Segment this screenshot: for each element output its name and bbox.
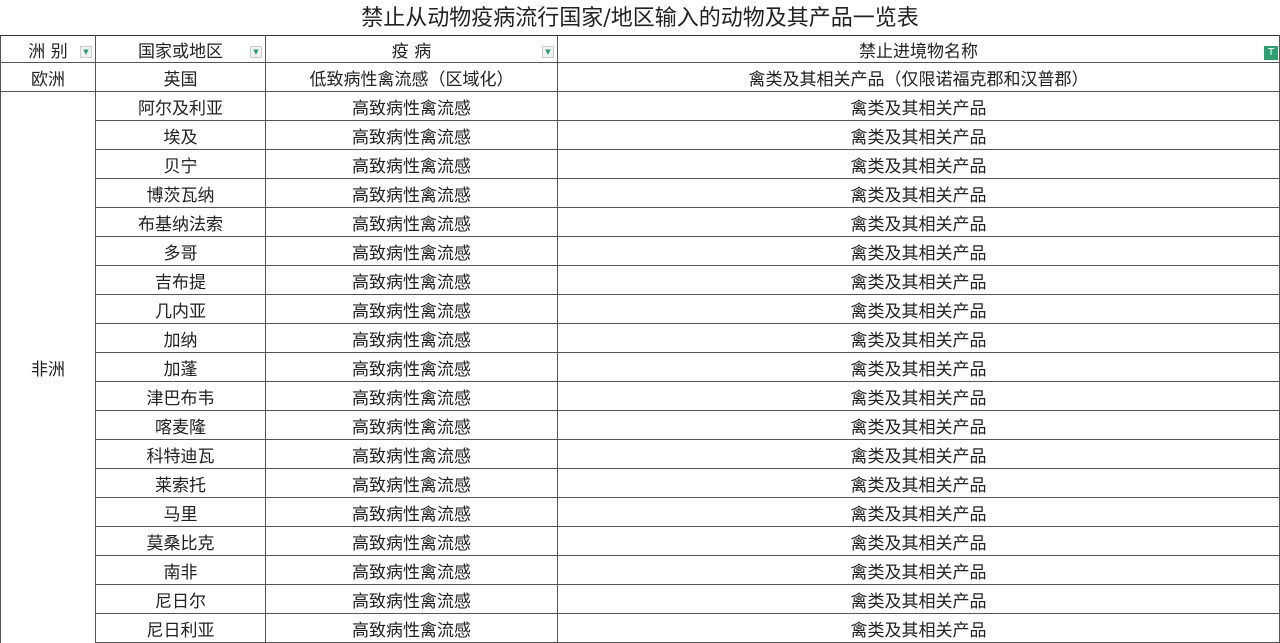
table-row: 南非 高致病性禽流感 禽类及其相关产品: [1, 555, 1280, 585]
products-cell[interactable]: 禽类及其相关产品: [557, 149, 1280, 179]
header-products: 禁止进境物名称 T: [557, 35, 1280, 63]
country-cell[interactable]: 埃及: [95, 120, 266, 150]
table-row: 博茨瓦纳 高致病性禽流感 禽类及其相关产品: [1, 178, 1280, 208]
disease-cell[interactable]: 高致病性禽流感: [265, 265, 558, 295]
table-row: 贝宁 高致病性禽流感 禽类及其相关产品: [1, 149, 1280, 179]
products-cell[interactable]: 禽类及其相关产品: [557, 613, 1280, 643]
sheet-title: 禁止从动物疫病流行国家/地区输入的动物及其产品一览表: [361, 6, 919, 31]
header-country: 国家或地区 ▼: [95, 35, 266, 63]
products-cell[interactable]: 禽类及其相关产品: [557, 265, 1280, 295]
products-cell[interactable]: 禽类及其相关产品: [557, 439, 1280, 469]
products-cell[interactable]: 禽类及其相关产品: [557, 91, 1280, 121]
products-cell[interactable]: 禽类及其相关产品: [557, 236, 1280, 266]
disease-cell[interactable]: 高致病性禽流感: [265, 294, 558, 324]
disease-cell[interactable]: 高致病性禽流感: [265, 323, 558, 353]
header-continent: 洲 别 ▼: [0, 35, 96, 63]
dropdown-arrow-icon[interactable]: ▼: [250, 46, 262, 58]
country-cell[interactable]: 尼日尔: [95, 584, 266, 614]
country-cell[interactable]: 马里: [95, 497, 266, 527]
products-cell[interactable]: 禽类及其相关产品: [557, 352, 1280, 382]
country-cell[interactable]: 几内亚: [95, 294, 266, 324]
country-cell[interactable]: 布基纳法索: [95, 207, 266, 237]
country-cell[interactable]: 吉布提: [95, 265, 266, 295]
country-cell[interactable]: 加蓬: [95, 352, 266, 382]
disease-cell[interactable]: 高致病性禽流感: [265, 555, 558, 585]
country-cell[interactable]: 莱索托: [95, 468, 266, 498]
products-cell[interactable]: 禽类及其相关产品: [557, 410, 1280, 440]
products-cell[interactable]: 禽类及其相关产品: [557, 526, 1280, 556]
table-row: 马里 高致病性禽流感 禽类及其相关产品: [1, 497, 1280, 527]
filter-active-icon[interactable]: T: [1264, 46, 1278, 60]
banned-imports-table: 洲 别 ▼ 国家或地区 ▼ 疫 病 ▼ 禁止进境物名称 T 欧洲 英国 低致病性禽流感（…: [0, 35, 1280, 643]
dropdown-arrow-icon[interactable]: ▼: [542, 46, 554, 58]
disease-cell[interactable]: 高致病性禽流感: [265, 439, 558, 469]
table-row: 津巴布韦 高致病性禽流感 禽类及其相关产品: [1, 381, 1280, 411]
country-cell[interactable]: 加纳: [95, 323, 266, 353]
country-cell[interactable]: 博茨瓦纳: [95, 178, 266, 208]
products-cell[interactable]: 禽类及其相关产品: [557, 381, 1280, 411]
table-row: 几内亚 高致病性禽流感 禽类及其相关产品: [1, 294, 1280, 324]
disease-cell[interactable]: 高致病性禽流感: [265, 236, 558, 266]
table-row: 吉布提 高致病性禽流感 禽类及其相关产品: [1, 265, 1280, 295]
table-row: 莱索托 高致病性禽流感 禽类及其相关产品: [1, 468, 1280, 498]
table-row: 尼日利亚 高致病性禽流感 禽类及其相关产品: [1, 613, 1280, 643]
country-cell[interactable]: 尼日利亚: [95, 613, 266, 643]
table-row: 加纳 高致病性禽流感 禽类及其相关产品: [1, 323, 1280, 353]
disease-cell[interactable]: 高致病性禽流感: [265, 91, 558, 121]
products-cell[interactable]: 禽类及其相关产品: [557, 294, 1280, 324]
products-cell[interactable]: 禽类及其相关产品: [557, 497, 1280, 527]
products-cell[interactable]: 禽类及其相关产品: [557, 178, 1280, 208]
products-cell[interactable]: 禽类及其相关产品: [557, 555, 1280, 585]
table-row: 尼日尔 高致病性禽流感 禽类及其相关产品: [1, 584, 1280, 614]
disease-cell[interactable]: 高致病性禽流感: [265, 613, 558, 643]
header-disease: 疫 病 ▼: [265, 35, 558, 63]
disease-cell[interactable]: 高致病性禽流感: [265, 178, 558, 208]
disease-cell[interactable]: 高致病性禽流感: [265, 207, 558, 237]
products-cell[interactable]: 禽类及其相关产品: [557, 468, 1280, 498]
continent-cell[interactable]: 非洲: [0, 91, 96, 643]
products-cell[interactable]: 禽类及其相关产品: [557, 207, 1280, 237]
products-cell[interactable]: 禽类及其相关产品: [557, 323, 1280, 353]
disease-cell[interactable]: 低致病性禽流感（区域化）: [265, 62, 558, 92]
disease-cell[interactable]: 高致病性禽流感: [265, 149, 558, 179]
country-cell[interactable]: 科特迪瓦: [95, 439, 266, 469]
country-cell[interactable]: 南非: [95, 555, 266, 585]
disease-cell[interactable]: 高致病性禽流感: [265, 584, 558, 614]
country-cell[interactable]: 多哥: [95, 236, 266, 266]
products-cell[interactable]: 禽类及其相关产品: [557, 584, 1280, 614]
country-cell[interactable]: 阿尔及利亚: [95, 91, 266, 121]
table-row: 喀麦隆 高致病性禽流感 禽类及其相关产品: [1, 410, 1280, 440]
disease-cell[interactable]: 高致病性禽流感: [265, 120, 558, 150]
continent-cell[interactable]: 欧洲: [0, 62, 96, 92]
disease-cell[interactable]: 高致病性禽流感: [265, 352, 558, 382]
disease-cell[interactable]: 高致病性禽流感: [265, 410, 558, 440]
disease-cell[interactable]: 高致病性禽流感: [265, 381, 558, 411]
country-cell[interactable]: 津巴布韦: [95, 381, 266, 411]
table-row: 欧洲 英国 低致病性禽流感（区域化） 禽类及其相关产品（仅限诺福克郡和汉普郡）: [0, 62, 1280, 92]
table-row: 科特迪瓦 高致病性禽流感 禽类及其相关产品: [1, 439, 1280, 469]
table-row: 莫桑比克 高致病性禽流感 禽类及其相关产品: [1, 526, 1280, 556]
disease-cell[interactable]: 高致病性禽流感: [265, 468, 558, 498]
table-row: 非洲 阿尔及利亚 高致病性禽流感 禽类及其相关产品: [0, 91, 1280, 643]
country-cell[interactable]: 喀麦隆: [95, 410, 266, 440]
table-row: 加蓬 高致病性禽流感 禽类及其相关产品: [1, 352, 1280, 382]
table-row: 埃及 高致病性禽流感 禽类及其相关产品: [1, 120, 1280, 150]
products-cell[interactable]: 禽类及其相关产品: [557, 120, 1280, 150]
country-cell[interactable]: 英国: [95, 62, 266, 92]
dropdown-arrow-icon[interactable]: ▼: [80, 46, 92, 58]
header-row: 洲 别 ▼ 国家或地区 ▼ 疫 病 ▼ 禁止进境物名称 T: [0, 35, 1280, 63]
country-cell[interactable]: 莫桑比克: [95, 526, 266, 556]
table-row: 多哥 高致病性禽流感 禽类及其相关产品: [1, 236, 1280, 266]
country-cell[interactable]: 贝宁: [95, 149, 266, 179]
disease-cell[interactable]: 高致病性禽流感: [265, 526, 558, 556]
products-cell[interactable]: 禽类及其相关产品（仅限诺福克郡和汉普郡）: [557, 62, 1280, 92]
disease-cell[interactable]: 高致病性禽流感: [265, 497, 558, 527]
table-row: 布基纳法索 高致病性禽流感 禽类及其相关产品: [1, 207, 1280, 237]
